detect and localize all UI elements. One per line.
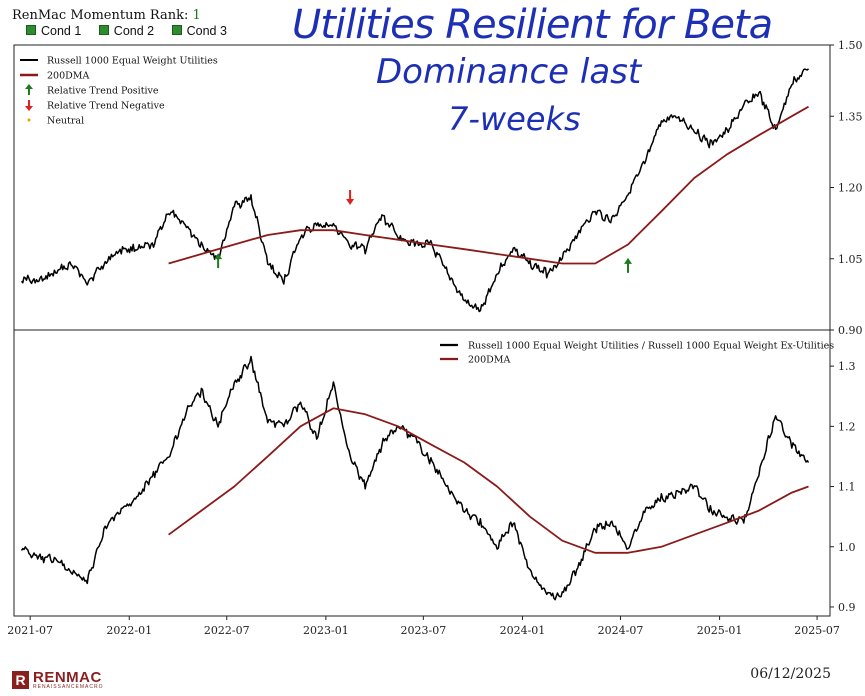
x-tick-label: 2023-01 (303, 624, 349, 637)
x-tick-label: 2025-07 (794, 624, 840, 637)
momentum-rank-label: RenMac Momentum Rank: 1 (12, 8, 201, 23)
legend-entry: Russell 1000 Equal Weight Utilities / Ru… (440, 341, 834, 352)
legend-entry: 200DMA (20, 71, 89, 82)
legend-entry: Russell 1000 Equal Weight Utilities (20, 56, 218, 67)
x-tick-label: 2025-01 (697, 624, 743, 637)
renmac-logo: R RENMAC RENAISSANCEMACRO (12, 670, 103, 690)
x-tick-label: 2023-07 (400, 624, 446, 637)
handwritten-annotation-line-1: Utilities Resilient for Beta (292, 2, 773, 48)
x-tick-label: 2021-07 (7, 624, 53, 637)
trend-negative-arrow-icon (346, 190, 355, 205)
momentum-rank-value: 1 (192, 8, 201, 23)
x-tick-label: 2024-01 (500, 624, 546, 637)
y-tick-label: 1.20 (838, 182, 863, 195)
condition-legend: Cond 1 Cond 2 Cond 3 (26, 24, 241, 38)
legend-label: Relative Trend Positive (47, 86, 159, 97)
legend-entry: Relative Trend Positive (25, 84, 159, 97)
y-tick-label: 1.35 (838, 110, 863, 123)
legend-label: Relative Trend Negative (47, 101, 165, 112)
trend-positive-arrow-icon (624, 257, 633, 273)
legend-entry: 200DMA (440, 355, 510, 366)
cond-2: Cond 2 (98, 24, 154, 38)
legend-swatch-head (25, 84, 33, 89)
price-series-line (20, 68, 810, 313)
dma-series-line (168, 407, 809, 554)
y-tick-label: 1.3 (838, 360, 856, 373)
legend-label: Russell 1000 Equal Weight Utilities (47, 56, 218, 67)
x-tick-label: 2022-07 (204, 624, 250, 637)
y-tick-label: 1.1 (838, 481, 856, 494)
legend-label: Neutral (47, 116, 84, 127)
logo-name: RENMAC (33, 669, 102, 686)
price-series-line (20, 355, 810, 601)
report-date: 06/12/2025 (750, 666, 831, 682)
legend-entry: Neutral (27, 116, 84, 127)
handwritten-annotation-line-3: 7-weeks (448, 100, 581, 138)
cond-3: Cond 3 (171, 24, 227, 38)
check-icon (98, 25, 109, 35)
check-icon (171, 25, 182, 35)
legend-label: 200DMA (47, 71, 89, 82)
y-tick-label: 1.0 (838, 541, 856, 554)
logo-mark-icon: R (12, 671, 29, 689)
legend-label: Russell 1000 Equal Weight Utilities / Ru… (468, 341, 834, 352)
logo-subtitle: RENAISSANCEMACRO (33, 684, 104, 690)
y-tick-label: 0.90 (838, 324, 863, 337)
check-icon (26, 25, 36, 35)
x-tick-label: 2022-01 (106, 624, 152, 637)
handwritten-annotation-line-2: Dominance last (376, 52, 642, 92)
trend-positive-arrow-icon (214, 253, 223, 269)
momentum-rank-header: RenMac Momentum Rank: 1 (12, 4, 201, 23)
y-tick-label: 1.50 (838, 39, 863, 52)
legend-entry: Relative Trend Negative (25, 100, 165, 112)
x-tick-label: 2024-07 (598, 624, 644, 637)
legend-swatch (27, 118, 31, 122)
legend-label: 200DMA (468, 355, 510, 366)
y-tick-label: 1.05 (838, 253, 863, 266)
y-tick-label: 0.9 (838, 601, 856, 614)
cond-1: Cond 1 (26, 24, 81, 38)
dma-series-line (168, 105, 809, 265)
y-tick-label: 1.2 (838, 420, 856, 433)
legend-swatch-head (25, 106, 33, 111)
